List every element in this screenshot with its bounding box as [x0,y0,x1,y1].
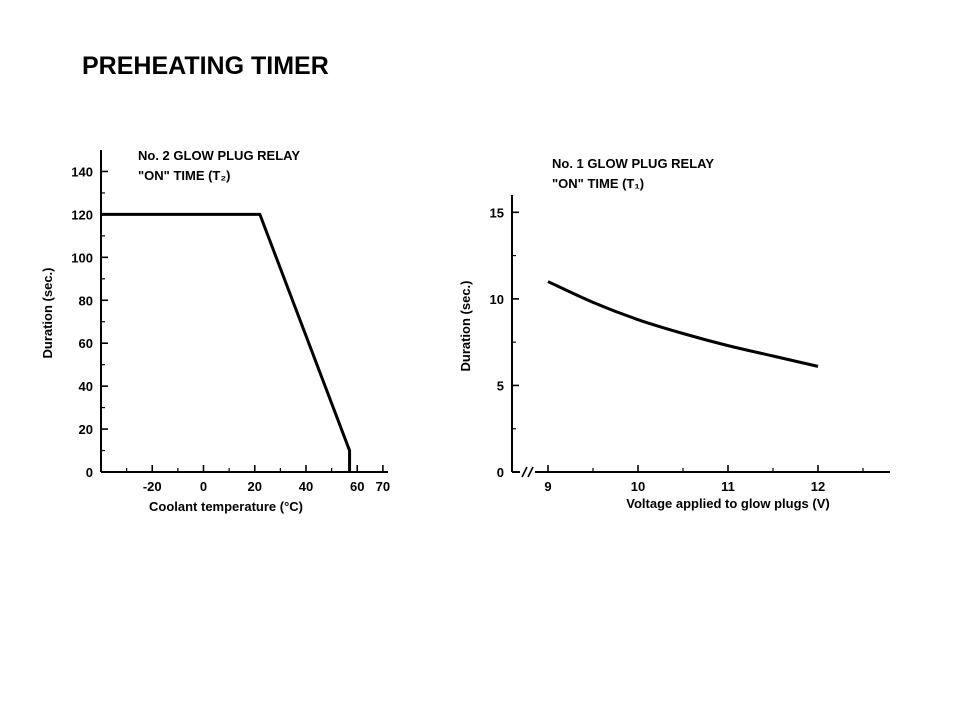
y-tick-label: 40 [79,379,93,394]
x-axis-label: Voltage applied to glow plugs (V) [626,496,829,511]
chart-title-line-1: No. 2 GLOW PLUG RELAY [138,148,300,163]
y-tick-label: 10 [490,292,504,307]
y-tick-label: 140 [71,164,93,179]
x-tick-label: 20 [248,479,262,494]
chart-title-line-1: No. 1 GLOW PLUG RELAY [552,156,714,171]
chart-title-line-2: "ON" TIME (T₁) [552,176,644,191]
x-tick-label: 10 [631,479,645,494]
y-tick-label: 60 [79,336,93,351]
y-tick-label: 15 [490,205,504,220]
chart-title-line-2: "ON" TIME (T₂) [138,168,230,183]
y-tick-label: 5 [497,378,504,393]
y-axis-label: Duration (sec.) [458,280,473,371]
y-tick-label: 20 [79,422,93,437]
x-tick-label: 40 [299,479,313,494]
page-title: PREHEATING TIMER [82,52,329,80]
x-tick-label: 0 [200,479,207,494]
x-tick-label: 9 [544,479,551,494]
y-tick-label: 0 [497,465,504,480]
x-tick-label: -20 [143,479,162,494]
y-tick-label: 100 [71,250,93,265]
y-axis-label: Duration (sec.) [40,267,55,358]
x-axis-label: Coolant temperature (°C) [149,499,303,514]
series-line-0 [547,280,819,368]
y-tick-label: 80 [79,293,93,308]
y-tick-label: 0 [86,465,93,480]
y-tick-label: 120 [71,207,93,222]
x-tick-label: 70 [376,479,390,494]
x-tick-label: 60 [350,479,364,494]
x-tick-label: 12 [811,479,825,494]
x-tick-label: 11 [721,479,735,494]
series-line-0 [101,212,352,472]
axis-break-mark [521,466,534,478]
